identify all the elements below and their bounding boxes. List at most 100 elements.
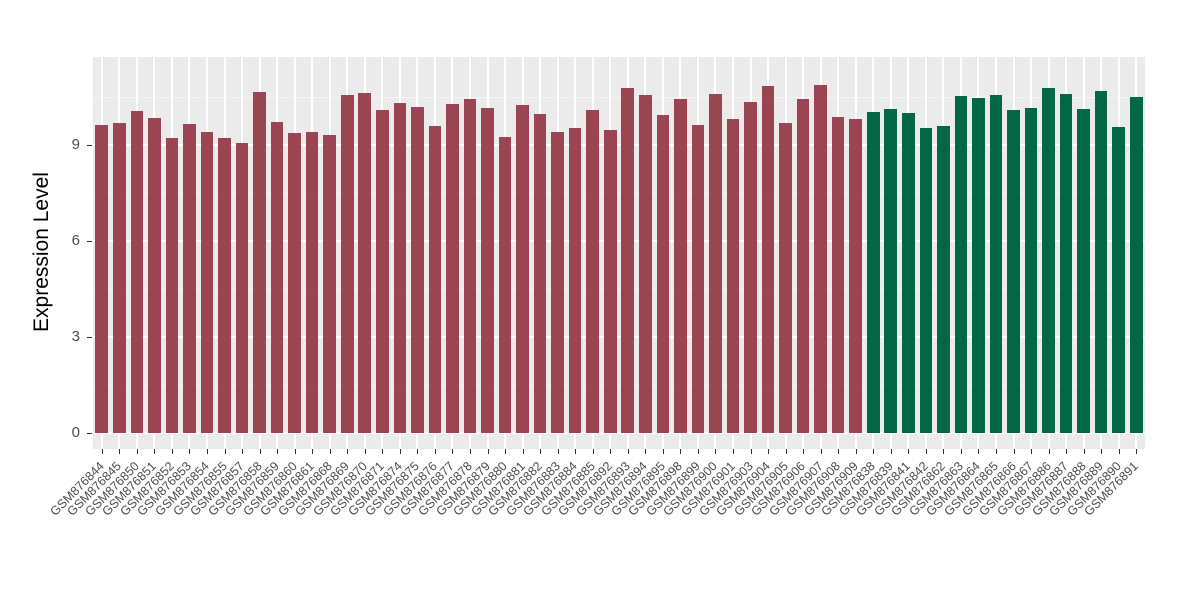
grid-line-major [93,336,1145,338]
bar-GSM876883[interactable] [551,131,564,433]
x-tick-mark [1048,449,1050,454]
bar-GSM876844[interactable] [95,124,109,433]
plot-panel [93,57,1145,449]
bar-GSM876854[interactable] [200,131,214,433]
x-tick-mark [803,449,805,454]
bar-GSM876860[interactable] [288,132,301,433]
x-tick-mark [978,449,980,454]
x-tick-mark [189,449,191,454]
x-tick-mark [1013,449,1015,454]
bar-GSM876906[interactable] [796,99,810,433]
x-tick-mark [662,449,664,454]
bar-GSM876909[interactable] [849,118,862,433]
grid-line-minor [93,97,1145,98]
bar-GSM876895[interactable] [656,114,670,433]
x-tick-mark [540,449,542,454]
x-tick-mark [732,449,734,454]
grid-line-minor [93,385,1145,386]
bar-GSM876905[interactable] [779,123,792,433]
bar-GSM876888[interactable] [1077,109,1090,433]
bar-GSM876900[interactable] [709,93,722,433]
x-tick-mark [1118,449,1120,454]
x-tick-mark [680,449,682,454]
x-tick-mark [557,449,559,454]
bar-GSM876879[interactable] [481,107,494,433]
bar-GSM876839[interactable] [884,109,898,433]
x-tick-mark [768,449,770,454]
bar-GSM876893[interactable] [621,88,635,433]
bar-GSM876869[interactable] [340,95,354,433]
bar-GSM876850[interactable] [130,111,144,433]
bar-GSM876866[interactable] [1007,110,1020,433]
bar-GSM876907[interactable] [814,84,827,433]
bar-GSM876868[interactable] [323,134,336,433]
bar-GSM876874[interactable] [393,103,407,433]
bar-GSM876858[interactable] [253,91,266,433]
x-tick-mark [277,449,279,454]
bar-GSM876863[interactable] [954,96,968,433]
bar-GSM876878[interactable] [463,98,477,433]
x-tick-mark [487,449,489,454]
x-tick-mark [575,449,577,454]
bar-GSM876857[interactable] [235,142,249,433]
bar-GSM876901[interactable] [726,119,740,433]
y-tick-label: 3 [71,328,80,345]
bar-GSM876904[interactable] [761,86,775,433]
bar-GSM876851[interactable] [148,118,161,433]
bar-GSM876898[interactable] [674,98,687,433]
y-tick-label: 0 [71,424,80,441]
bar-GSM876880[interactable] [498,137,512,433]
bar-GSM876867[interactable] [1024,108,1038,433]
grid-line-minor [93,193,1145,194]
bar-GSM876875[interactable] [411,107,424,433]
bar-GSM876852[interactable] [165,137,179,433]
bar-GSM876876[interactable] [428,126,442,433]
bar-GSM876859[interactable] [270,121,284,433]
bar-GSM876842[interactable] [919,128,933,433]
bar-GSM876885[interactable] [586,109,599,433]
bar-GSM876908[interactable] [831,116,845,433]
bar-GSM876862[interactable] [937,126,950,433]
x-tick-mark [399,449,401,454]
bar-GSM876890[interactable] [1112,127,1125,433]
bar-GSM876891[interactable] [1129,97,1143,433]
x-tick-mark [119,449,121,454]
x-tick-mark [960,449,962,454]
bar-GSM876881[interactable] [516,105,529,433]
bar-GSM876903[interactable] [744,101,757,433]
x-tick-mark [1083,449,1085,454]
bar-GSM876865[interactable] [989,95,1003,433]
x-tick-mark [347,449,349,454]
x-tick-mark [154,449,156,454]
bar-GSM876899[interactable] [691,125,705,433]
bar-GSM876886[interactable] [1042,88,1055,433]
bar-GSM876855[interactable] [218,137,231,433]
x-tick-mark [697,449,699,454]
bar-GSM876864[interactable] [972,97,985,433]
x-tick-mark [1101,449,1103,454]
bar-GSM876894[interactable] [638,95,652,433]
x-tick-mark [522,449,524,454]
bar-GSM876889[interactable] [1094,90,1108,433]
x-tick-mark [136,449,138,454]
bar-GSM876877[interactable] [446,104,459,433]
x-tick-mark [382,449,384,454]
x-tick-mark [329,449,331,454]
x-tick-mark [925,449,927,454]
bar-GSM876871[interactable] [375,109,389,433]
bar-GSM876861[interactable] [305,132,319,433]
y-tick-label: 6 [71,232,80,249]
bar-GSM876892[interactable] [603,130,617,433]
x-tick-mark [645,449,647,454]
x-tick-mark [890,449,892,454]
bar-GSM876845[interactable] [112,123,126,433]
bar-GSM876853[interactable] [183,123,196,433]
y-tick-mark [87,241,92,242]
bar-GSM876838[interactable] [866,112,880,433]
bar-GSM876841[interactable] [901,113,915,433]
x-tick-mark [873,449,875,454]
bar-GSM876882[interactable] [533,113,547,433]
bar-GSM876887[interactable] [1059,93,1073,433]
bar-GSM876870[interactable] [358,92,372,433]
bar-GSM876884[interactable] [568,128,582,433]
